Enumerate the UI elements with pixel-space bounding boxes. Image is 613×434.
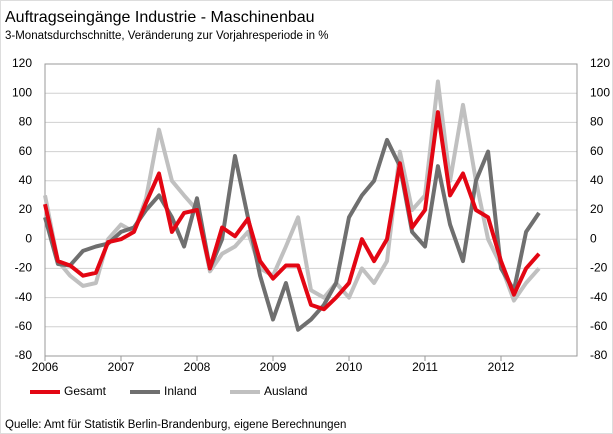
y2-tick-label: 80 (590, 115, 604, 129)
y2-tick-label: 40 (590, 173, 604, 187)
y2-tick-label: -20 (590, 261, 608, 275)
y-tick-label: 40 (19, 173, 33, 187)
y2-tick-label: -80 (590, 348, 608, 362)
line-series (43, 137, 541, 332)
y2-tick-label: 120 (590, 56, 610, 70)
legend-label: Gesamt (64, 384, 107, 398)
x-tick-label: 2009 (260, 360, 287, 374)
y2-tick-label: -40 (590, 290, 608, 304)
y-tick-label: 0 (25, 231, 32, 245)
y2-tick-label: 0 (590, 231, 597, 245)
chart-title: Auftragseingänge Industrie - Maschinenba… (5, 9, 315, 26)
legend-label: Inland (164, 384, 197, 398)
y2-tick-label: 100 (590, 85, 610, 99)
legend-label: Ausland (264, 384, 307, 398)
y-tick-label: -80 (15, 348, 33, 362)
y-tick-label: 60 (19, 144, 33, 158)
line-series (43, 79, 541, 303)
x-tick-label: 2008 (184, 360, 211, 374)
line-series (43, 110, 541, 312)
chart-subtitle: 3-Monatsdurchschnitte, Veränderung zur V… (5, 30, 328, 42)
y-tick-label: 20 (19, 202, 33, 216)
x-tick-label: 2010 (336, 360, 363, 374)
y-tick-label: 100 (12, 85, 32, 99)
x-tick-label: 2006 (32, 360, 59, 374)
y2-tick-label: 20 (590, 202, 604, 216)
y-tick-label: -60 (15, 319, 33, 333)
x-tick-label: 2011 (412, 360, 438, 374)
y2-tick-label: -60 (590, 319, 608, 333)
x-tick-label: 2012 (488, 360, 515, 374)
y-tick-label: 80 (19, 115, 33, 129)
x-tick-label: 2007 (108, 360, 135, 374)
y-tick-label: 120 (12, 56, 32, 70)
y-tick-label: -40 (15, 290, 33, 304)
y2-tick-label: 60 (590, 144, 604, 158)
y-tick-label: -20 (15, 261, 33, 275)
source: Quelle: Amt für Statistik Berlin-Branden… (5, 419, 346, 431)
